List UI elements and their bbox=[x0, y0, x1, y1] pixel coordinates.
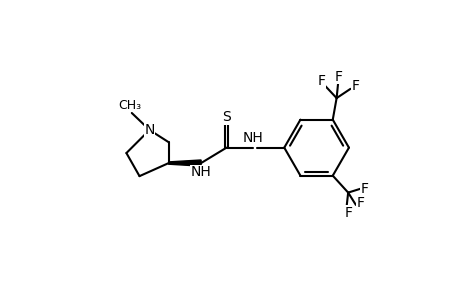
Text: CH₃: CH₃ bbox=[118, 99, 141, 112]
Text: F: F bbox=[351, 79, 359, 93]
Text: F: F bbox=[317, 74, 325, 88]
Text: N: N bbox=[144, 123, 154, 137]
Text: F: F bbox=[343, 206, 352, 220]
Text: F: F bbox=[360, 182, 368, 196]
Text: NH: NH bbox=[242, 131, 263, 146]
Polygon shape bbox=[168, 160, 201, 166]
Text: S: S bbox=[222, 110, 230, 124]
Text: F: F bbox=[333, 70, 341, 83]
Text: NH: NH bbox=[190, 165, 211, 179]
Text: F: F bbox=[356, 196, 364, 210]
